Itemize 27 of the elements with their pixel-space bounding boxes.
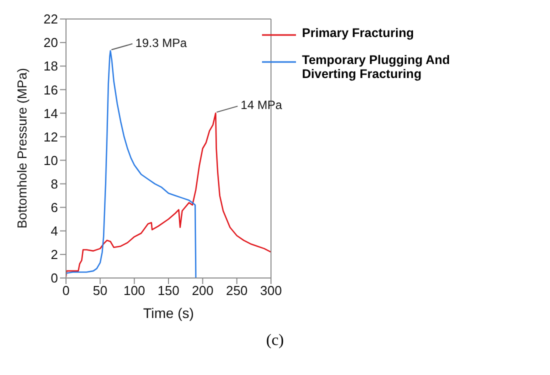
- text: (c): [265, 332, 285, 350]
- x-tick-label: 150: [158, 283, 180, 298]
- x-tick-label: 300: [260, 283, 282, 298]
- x-tick-label: 250: [226, 283, 248, 298]
- x-tick-label: 100: [123, 283, 146, 298]
- legend-label: Primary Fracturing: [302, 26, 414, 40]
- y-tick-label: 14: [44, 106, 58, 121]
- line-series: [66, 50, 196, 278]
- annotation: 19.3 MPa: [135, 36, 188, 50]
- x-tick-label: 200: [192, 283, 214, 298]
- y-tick-label: 22: [44, 12, 58, 27]
- y-tick-label: 16: [44, 82, 58, 98]
- x-axis-title: Time (s): [143, 305, 194, 321]
- y-tick-label: 8: [50, 176, 58, 192]
- y-tick-label: 20: [44, 35, 58, 50]
- y-tick-label: 12: [44, 129, 58, 144]
- y-tick-label: 4: [50, 224, 58, 239]
- y-tick-label: 10: [44, 152, 58, 168]
- y-tick-label: 2: [50, 247, 58, 262]
- x-tick-label: 50: [92, 283, 108, 298]
- y-tick-label: 0: [50, 270, 58, 286]
- y-tick-label: 6: [50, 200, 58, 215]
- x-tick-label: 0: [62, 283, 70, 298]
- y-axis-title: Bottomhole Pressure (MPa): [14, 68, 30, 228]
- annotation: 14 MPa: [240, 98, 282, 112]
- y-tick-label: 18: [44, 58, 58, 74]
- legend-label: Temporary Plugging And Diverting Fracturing: [302, 53, 451, 81]
